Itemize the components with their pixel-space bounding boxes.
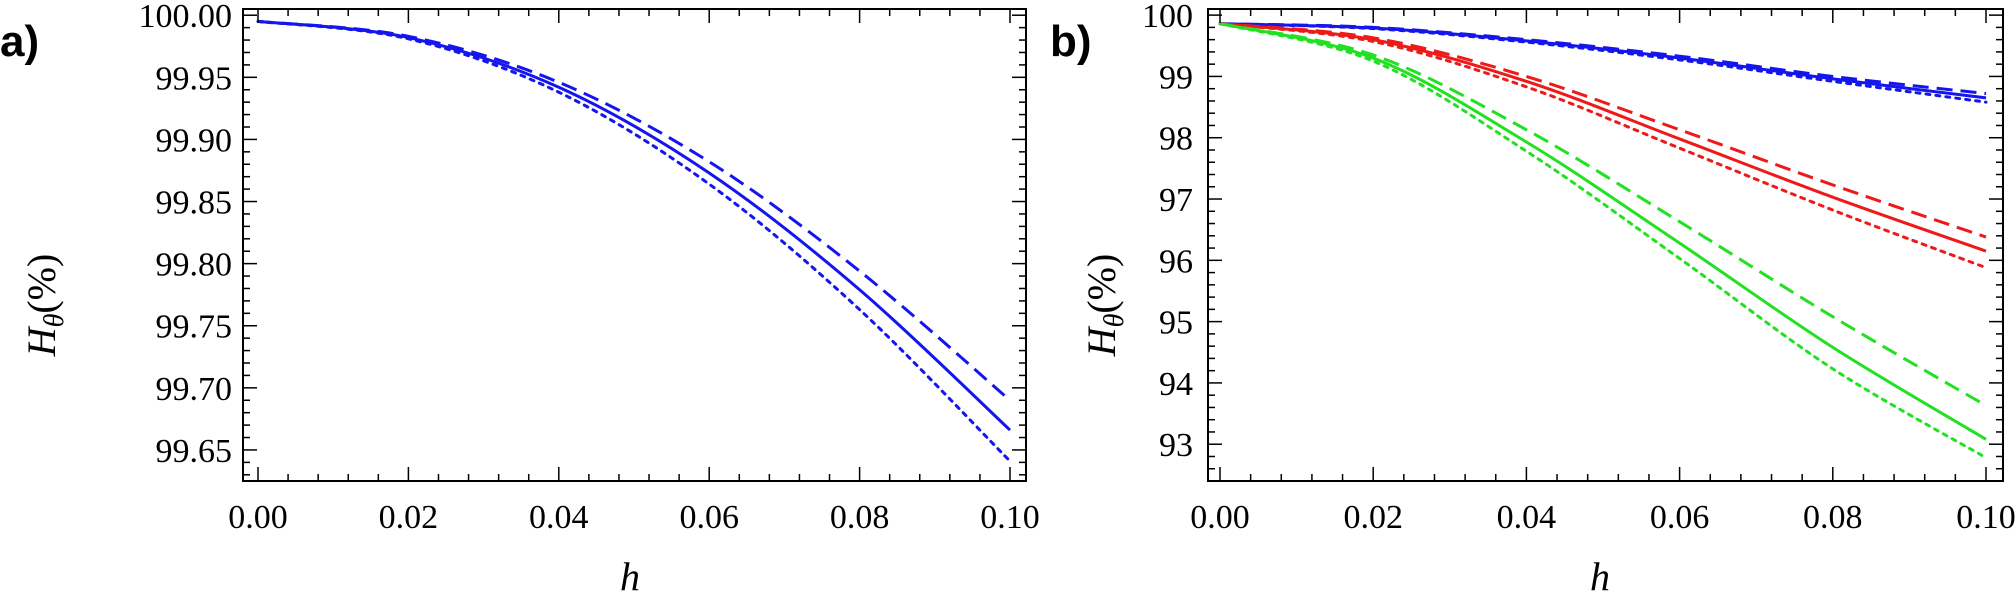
y-axis-title-main-b: H (1079, 325, 1124, 357)
y-axis-title-sub-b: θ (1099, 313, 1130, 327)
y-axis-title-suffix-a: (%) (19, 254, 64, 314)
y-tick-label-a-0: 99.65 (156, 433, 233, 470)
series-line-a-1-solid (257, 19, 1012, 432)
x-tick-label-a-4: 0.08 (830, 499, 890, 536)
x-tick-label-b-2: 0.04 (1497, 499, 1557, 536)
chart-panel-b: b) Hθ(%) h 0.00 0.02 0.04 0.06 0.08 0.10 93 94 9… (1050, 0, 2016, 599)
y-tick-label-b-4: 97 (1159, 182, 1193, 219)
plot-frame-b (1207, 8, 2004, 482)
y-tick-label-a-5: 99.90 (156, 122, 233, 159)
series-line-a-0-dashed (257, 19, 1011, 402)
y-tick-label-a-3: 99.80 (156, 247, 233, 284)
panel-label-b: b) (1050, 17, 1092, 66)
y-axis-title-sub-a: θ (39, 313, 70, 327)
x-tick-label-a-1: 0.02 (379, 499, 439, 536)
y-axis-title-main-a: H (19, 325, 64, 357)
series-line-b-7-solid (1219, 22, 1987, 441)
panel-label-a: a) (0, 17, 39, 66)
x-tick-label-a-0: 0.00 (228, 499, 288, 536)
y-tick-label-a-4: 99.85 (156, 185, 233, 222)
svg-text:Hθ(%): Hθ(%) (19, 254, 70, 358)
y-axis-title-a: Hθ(%) (19, 254, 70, 358)
y-tick-label-a-2: 99.75 (156, 309, 233, 346)
x-tick-label-b-0: 0.00 (1190, 499, 1250, 536)
x-tick-label-a-2: 0.04 (529, 499, 589, 536)
y-tick-label-a-1: 99.70 (156, 371, 233, 408)
x-axis-title-b: h (1590, 554, 1610, 599)
x-tick-label-b-3: 0.06 (1650, 499, 1710, 536)
y-axis-title-b: Hθ(%) (1079, 254, 1130, 358)
y-axis-title-suffix-b: (%) (1079, 254, 1124, 314)
series-line-b-4-solid (1219, 22, 1987, 253)
series-line-a-2-dotted (256, 19, 1012, 463)
y-tick-label-a-7: 100.00 (139, 0, 233, 35)
y-tick-label-b-1: 94 (1159, 366, 1193, 403)
series-line-b-6-dashed (1219, 22, 1987, 407)
chart-panel-a: a) Hθ(%) h 0.00 0.02 0.04 0.06 0.08 0.10 99.65… (0, 0, 1040, 599)
x-tick-label-a-5: 0.10 (980, 499, 1040, 536)
y-tick-label-b-6: 99 (1159, 59, 1193, 96)
y-tick-label-b-0: 93 (1159, 427, 1193, 464)
y-tick-label-a-6: 99.95 (156, 60, 233, 97)
x-tick-label-a-3: 0.06 (679, 499, 739, 536)
y-tick-label-b-5: 98 (1159, 121, 1193, 158)
x-axis-title-a: h (620, 554, 640, 599)
y-tick-label-b-3: 96 (1159, 243, 1193, 280)
plot-frame-a (242, 8, 1027, 482)
y-tick-label-b-7: 100 (1142, 0, 1193, 35)
x-tick-label-b-5: 0.10 (1956, 499, 2016, 536)
series-line-b-8-dotted (1218, 22, 1988, 460)
x-tick-label-b-4: 0.08 (1803, 499, 1863, 536)
series-line-b-2-dotted (1218, 22, 1988, 104)
series-line-b-3-dashed (1219, 22, 1987, 239)
x-tick-label-b-1: 0.02 (1343, 499, 1403, 536)
y-tick-label-b-2: 95 (1159, 305, 1193, 342)
series-line-b-5-dotted (1218, 22, 1988, 270)
svg-text:Hθ(%): Hθ(%) (1079, 254, 1130, 358)
